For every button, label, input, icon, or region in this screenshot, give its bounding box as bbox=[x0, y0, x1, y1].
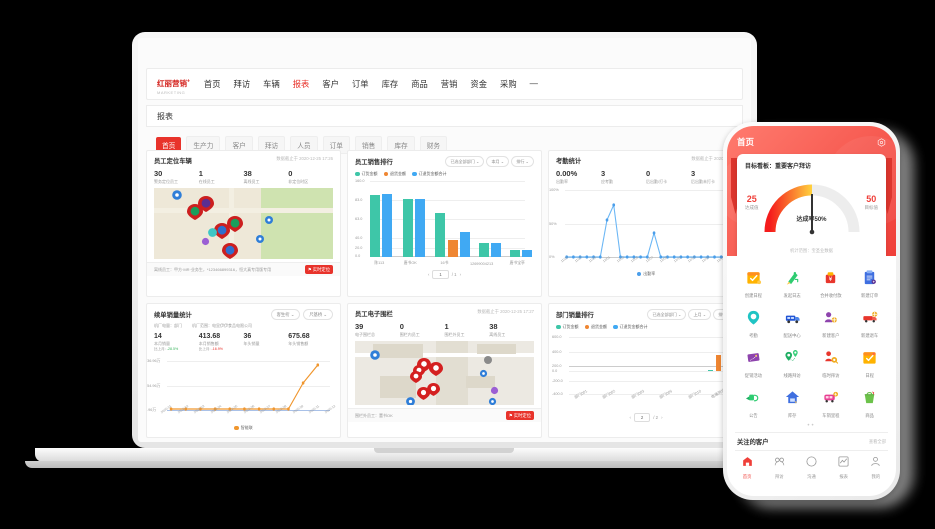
svg-text:¥: ¥ bbox=[829, 276, 833, 283]
